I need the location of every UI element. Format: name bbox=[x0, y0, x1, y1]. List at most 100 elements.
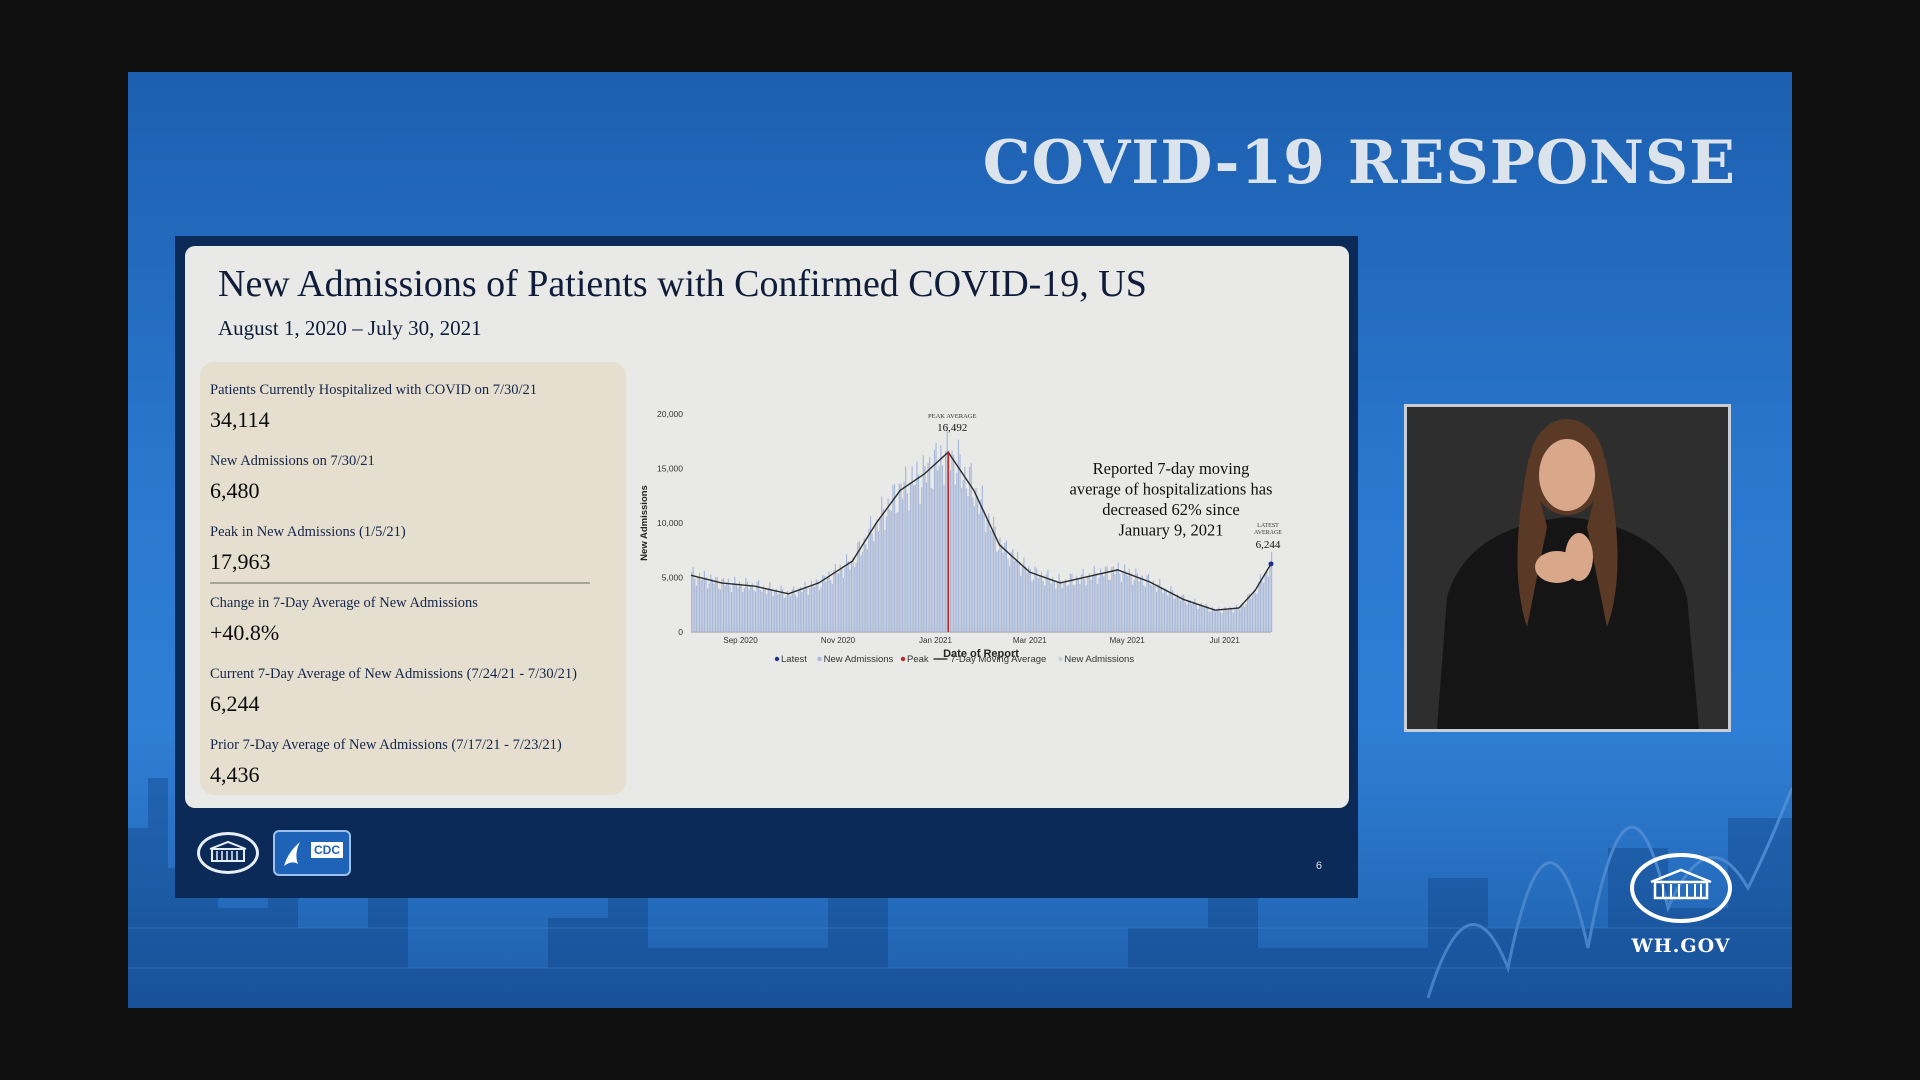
admission-bar bbox=[925, 482, 928, 632]
admission-bar bbox=[1159, 578, 1161, 632]
admission-bar bbox=[798, 588, 800, 632]
admission-bar bbox=[1119, 573, 1121, 632]
admission-bar bbox=[822, 575, 824, 632]
admission-bar bbox=[830, 580, 832, 632]
admission-bar bbox=[964, 466, 966, 632]
cdc-text: CDC bbox=[311, 842, 343, 858]
admission-bar bbox=[881, 496, 883, 632]
admission-bar bbox=[1000, 544, 1003, 632]
admission-bar bbox=[1218, 607, 1220, 632]
stat-label: Change in 7-Day Average of New Admission… bbox=[210, 595, 478, 611]
admission-bar bbox=[790, 596, 792, 632]
x-tick-label: May 2021 bbox=[1110, 636, 1146, 645]
admission-bar bbox=[1015, 559, 1017, 632]
admission-bar bbox=[770, 589, 773, 632]
admission-bar bbox=[1133, 579, 1135, 632]
admission-bar bbox=[1023, 557, 1025, 632]
legend-dot-marker bbox=[774, 656, 780, 662]
admission-bar bbox=[1052, 577, 1054, 632]
admission-bar bbox=[812, 585, 814, 632]
admissions-chart: 0 5,000 10,000 15,000 20,000 New Admissions PE… bbox=[635, 362, 1345, 802]
admission-bar bbox=[801, 591, 803, 632]
admission-bar bbox=[908, 510, 910, 632]
admission-bar bbox=[1181, 594, 1183, 632]
admission-bar bbox=[927, 462, 929, 632]
admission-bar bbox=[806, 587, 808, 632]
admission-bar bbox=[1026, 572, 1028, 632]
admission-bar bbox=[919, 503, 921, 632]
admission-bar bbox=[953, 454, 955, 632]
stat-hospitalized: Patients Currently Hospitalized with COV… bbox=[210, 382, 537, 433]
admission-bar bbox=[1167, 595, 1169, 632]
slide-card: New Admissions of Patients with Confirme… bbox=[185, 246, 1349, 808]
admission-bar bbox=[895, 512, 897, 632]
admission-bar bbox=[837, 573, 840, 632]
admission-bar bbox=[892, 485, 894, 632]
admission-bar bbox=[933, 449, 936, 632]
admission-bar bbox=[734, 576, 736, 632]
hhs-eagle-icon bbox=[284, 842, 300, 866]
admission-bar bbox=[938, 465, 940, 632]
admission-bar bbox=[761, 591, 763, 632]
stat-value: 6,480 bbox=[210, 478, 260, 503]
admission-bar bbox=[831, 583, 833, 632]
admission-bar bbox=[1072, 585, 1075, 632]
admission-bar bbox=[1039, 575, 1041, 632]
admission-bar bbox=[986, 519, 988, 632]
admission-bar bbox=[1168, 593, 1170, 632]
admission-bar bbox=[754, 591, 757, 632]
admission-bar bbox=[911, 466, 913, 632]
admission-bar bbox=[1235, 604, 1238, 632]
stat-current-average: Current 7-Day Average of New Admissions … bbox=[210, 666, 577, 717]
admission-bar bbox=[844, 567, 846, 632]
admission-bar bbox=[1040, 571, 1043, 632]
admission-bar bbox=[814, 586, 816, 632]
admission-bar bbox=[972, 497, 974, 632]
admission-bar bbox=[1092, 576, 1094, 632]
stats-divider bbox=[210, 582, 590, 584]
admission-bar bbox=[1269, 566, 1271, 632]
admission-bar bbox=[766, 594, 768, 632]
admission-bar bbox=[1063, 582, 1065, 632]
admission-bar bbox=[1199, 605, 1201, 632]
admission-bar bbox=[1122, 570, 1124, 632]
latest-point bbox=[1268, 561, 1274, 567]
admission-bar bbox=[1184, 602, 1186, 632]
admission-bar bbox=[1068, 584, 1070, 632]
admission-bar bbox=[1116, 568, 1118, 632]
annotation-line: January 9, 2021 bbox=[1119, 521, 1224, 540]
admission-bar bbox=[871, 533, 873, 632]
admission-bar bbox=[1008, 566, 1011, 632]
admission-bar bbox=[1018, 562, 1020, 632]
stat-value: 17,963 bbox=[210, 549, 271, 574]
admission-bar bbox=[1162, 593, 1164, 632]
admission-bar bbox=[1131, 584, 1134, 632]
admission-bar bbox=[914, 484, 916, 632]
admission-bar bbox=[1090, 580, 1092, 632]
admission-bar bbox=[1096, 583, 1099, 632]
admission-bar bbox=[1136, 573, 1138, 632]
admission-bar bbox=[1084, 579, 1086, 632]
admission-bar bbox=[890, 510, 892, 632]
admission-bar bbox=[983, 510, 985, 632]
admission-bar bbox=[1232, 612, 1234, 632]
admission-bar bbox=[1157, 584, 1159, 632]
admission-bar bbox=[759, 589, 761, 632]
admission-bar bbox=[1234, 609, 1236, 632]
annotation-line: average of hospitalizations has bbox=[1070, 480, 1273, 499]
admission-bar bbox=[1149, 584, 1151, 632]
admission-bar bbox=[1266, 571, 1268, 632]
admission-bar bbox=[1101, 573, 1103, 632]
admission-bar bbox=[951, 450, 953, 632]
admission-bar bbox=[1163, 588, 1166, 632]
admission-bar bbox=[1247, 594, 1249, 632]
admission-bar bbox=[1031, 581, 1033, 632]
admission-bar bbox=[941, 465, 944, 632]
admission-bar bbox=[1251, 595, 1254, 632]
admission-bar bbox=[946, 423, 948, 632]
admission-bar bbox=[1124, 564, 1126, 632]
admission-bar bbox=[836, 572, 838, 632]
admission-bar bbox=[1029, 568, 1031, 632]
slide-number: 6 bbox=[1315, 860, 1322, 872]
admission-bar bbox=[1146, 575, 1148, 632]
